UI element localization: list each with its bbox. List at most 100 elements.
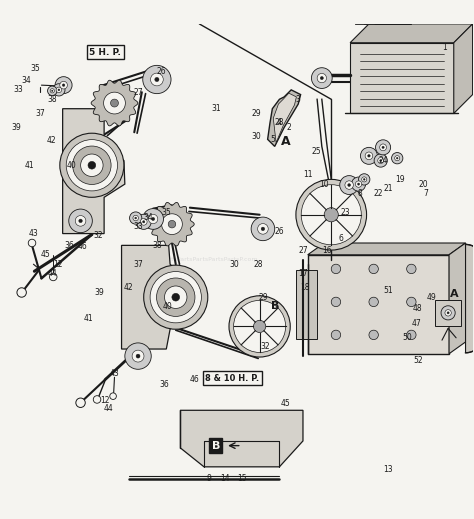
Circle shape <box>148 214 158 224</box>
Circle shape <box>52 90 53 91</box>
Text: 23: 23 <box>340 208 350 217</box>
Text: 42: 42 <box>124 283 134 292</box>
Text: 33: 33 <box>13 85 23 94</box>
Text: 14: 14 <box>220 474 230 483</box>
Text: 8 & 10 H. P.: 8 & 10 H. P. <box>205 374 259 383</box>
Circle shape <box>407 264 416 274</box>
Circle shape <box>360 147 377 165</box>
Text: 35: 35 <box>30 64 40 73</box>
Circle shape <box>104 92 125 114</box>
Circle shape <box>155 77 159 81</box>
Text: 46: 46 <box>190 375 200 384</box>
Circle shape <box>50 89 55 93</box>
Polygon shape <box>268 90 301 146</box>
Text: 9: 9 <box>206 474 211 483</box>
Circle shape <box>60 81 67 89</box>
Text: 34: 34 <box>144 213 153 222</box>
Circle shape <box>53 84 65 96</box>
Circle shape <box>234 301 286 352</box>
Circle shape <box>144 265 208 329</box>
Circle shape <box>311 67 332 88</box>
Circle shape <box>261 227 264 230</box>
Circle shape <box>132 350 144 362</box>
Text: 7: 7 <box>423 189 428 198</box>
Text: 36: 36 <box>65 241 74 250</box>
Text: 41: 41 <box>84 314 93 323</box>
Circle shape <box>320 76 323 79</box>
Text: 27: 27 <box>133 88 143 97</box>
Circle shape <box>73 146 111 184</box>
Text: 24: 24 <box>378 156 388 165</box>
Circle shape <box>251 217 275 241</box>
FancyBboxPatch shape <box>355 10 374 24</box>
Text: 30: 30 <box>230 260 239 269</box>
FancyBboxPatch shape <box>308 255 449 354</box>
Circle shape <box>143 221 145 223</box>
Polygon shape <box>150 202 194 246</box>
Text: 19: 19 <box>395 175 404 184</box>
Text: 40: 40 <box>163 302 172 311</box>
Polygon shape <box>350 24 473 43</box>
Polygon shape <box>181 411 303 467</box>
Polygon shape <box>273 93 296 143</box>
Text: 35: 35 <box>162 208 171 217</box>
Circle shape <box>352 177 365 191</box>
Text: 1: 1 <box>442 43 447 52</box>
Circle shape <box>76 398 85 407</box>
Circle shape <box>356 181 362 187</box>
Circle shape <box>369 330 378 339</box>
Circle shape <box>162 214 182 235</box>
Text: 28: 28 <box>274 118 284 127</box>
Circle shape <box>378 158 383 163</box>
FancyBboxPatch shape <box>364 5 411 24</box>
Circle shape <box>140 218 147 225</box>
Text: 45: 45 <box>280 399 290 408</box>
Text: 37: 37 <box>35 109 45 118</box>
Polygon shape <box>449 243 465 354</box>
Text: 29: 29 <box>258 293 268 302</box>
Circle shape <box>331 297 341 307</box>
Text: 4: 4 <box>277 118 282 127</box>
Text: 31: 31 <box>211 104 220 113</box>
Circle shape <box>49 273 57 281</box>
Text: B: B <box>271 301 279 311</box>
Circle shape <box>164 286 187 308</box>
Text: replicaPartsPartsPartsPartsPartsP.com: replicaPartsPartsPartsPartsPartsP.com <box>141 257 258 262</box>
Text: 44: 44 <box>104 404 114 413</box>
Text: 51: 51 <box>383 285 392 295</box>
Text: 38: 38 <box>152 241 162 250</box>
Circle shape <box>345 181 354 189</box>
Circle shape <box>362 177 367 182</box>
Circle shape <box>340 175 358 195</box>
Text: 42: 42 <box>47 136 56 145</box>
Circle shape <box>58 89 60 91</box>
Text: 39: 39 <box>11 123 21 132</box>
FancyBboxPatch shape <box>435 300 461 326</box>
Text: 34: 34 <box>21 76 31 85</box>
Polygon shape <box>308 243 465 255</box>
Circle shape <box>47 86 57 95</box>
Circle shape <box>136 214 151 229</box>
Circle shape <box>75 215 86 226</box>
Circle shape <box>172 293 180 301</box>
Circle shape <box>28 239 36 247</box>
Text: A: A <box>449 290 458 299</box>
Circle shape <box>257 224 268 234</box>
Text: 52: 52 <box>414 357 423 365</box>
Text: 26: 26 <box>157 66 166 75</box>
Circle shape <box>156 278 195 317</box>
Circle shape <box>62 84 65 87</box>
Text: 8: 8 <box>357 189 362 198</box>
Circle shape <box>110 99 118 107</box>
Text: 49: 49 <box>426 293 436 302</box>
Text: A: A <box>281 135 291 148</box>
Circle shape <box>125 343 151 370</box>
Polygon shape <box>63 108 125 234</box>
Circle shape <box>380 144 386 151</box>
Circle shape <box>66 140 118 191</box>
Circle shape <box>382 146 384 148</box>
Circle shape <box>229 296 290 357</box>
Text: 47: 47 <box>411 319 421 327</box>
Text: 26: 26 <box>274 227 284 236</box>
Circle shape <box>317 73 327 83</box>
